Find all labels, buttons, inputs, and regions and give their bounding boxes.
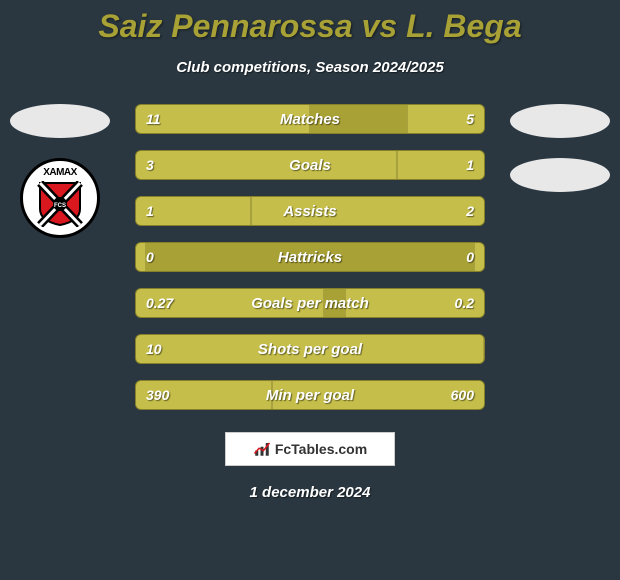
footer-date: 1 december 2024 bbox=[0, 484, 620, 501]
brand-badge: FcTables.com bbox=[225, 432, 395, 466]
stat-label: Min per goal bbox=[136, 387, 484, 404]
stat-label: Matches bbox=[136, 111, 484, 128]
stat-row: 31Goals bbox=[135, 150, 485, 180]
chart-icon bbox=[253, 440, 271, 458]
shield-icon: FCS bbox=[36, 181, 84, 227]
left-player-avatar bbox=[10, 104, 110, 138]
stat-row: 00Hattricks bbox=[135, 242, 485, 272]
stat-row: 12Assists bbox=[135, 196, 485, 226]
left-club-name: XAMAX bbox=[23, 167, 97, 178]
brand-text: FcTables.com bbox=[275, 441, 367, 457]
right-player-col bbox=[510, 104, 610, 192]
right-player-avatar bbox=[510, 104, 610, 138]
stat-label: Shots per goal bbox=[136, 341, 484, 358]
right-club-avatar bbox=[510, 158, 610, 192]
left-club-badge: XAMAX FCS bbox=[20, 158, 100, 238]
stat-label: Hattricks bbox=[136, 249, 484, 266]
subtitle: Club competitions, Season 2024/2025 bbox=[0, 59, 620, 76]
stat-label: Assists bbox=[136, 203, 484, 220]
left-player-col: XAMAX FCS bbox=[10, 104, 110, 238]
stat-row: 115Matches bbox=[135, 104, 485, 134]
stat-label: Goals bbox=[136, 157, 484, 174]
stat-bars: 115Matches 31Goals 12Assists 00Hattricks 0.2… bbox=[135, 104, 485, 410]
svg-text:FCS: FCS bbox=[54, 203, 66, 209]
comparison-chart: XAMAX FCS 115Matches 31Goals 12Assists 00Ha… bbox=[0, 104, 620, 410]
stat-row: 10Shots per goal bbox=[135, 334, 485, 364]
stat-label: Goals per match bbox=[136, 295, 484, 312]
page-title: Saiz Pennarossa vs L. Bega bbox=[0, 0, 620, 45]
stat-row: 0.270.2Goals per match bbox=[135, 288, 485, 318]
stat-row: 390600Min per goal bbox=[135, 380, 485, 410]
